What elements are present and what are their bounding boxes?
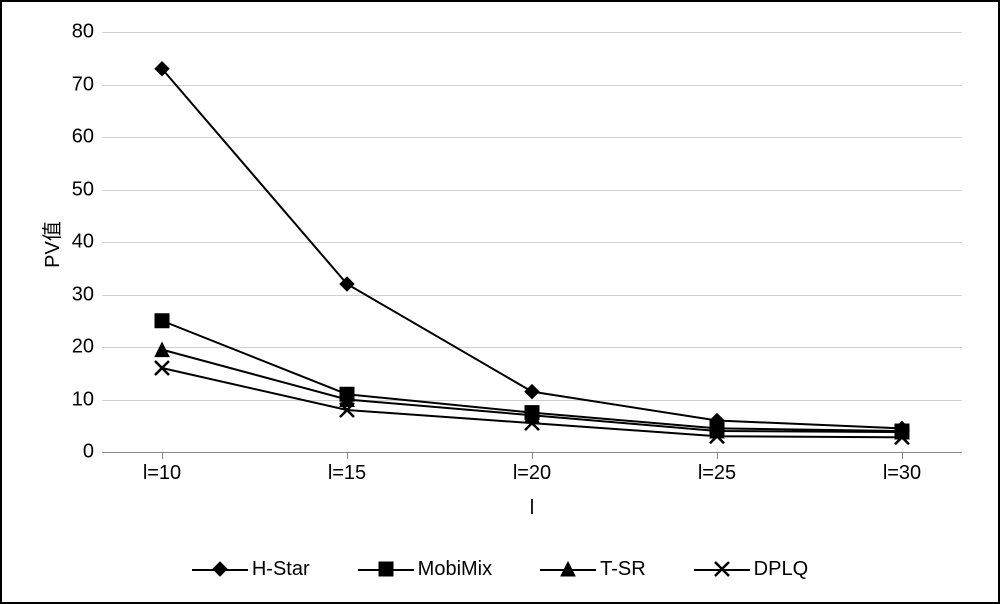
legend-item: DPLQ — [694, 557, 808, 581]
legend-label: DPLQ — [754, 558, 808, 581]
ytick-label: 70 — [72, 73, 102, 96]
ytick-label: 60 — [72, 126, 102, 149]
ytick-label: 40 — [72, 231, 102, 254]
legend-label: T-SR — [600, 558, 646, 581]
ytick-label: 20 — [72, 336, 102, 359]
legend-label: H-Star — [252, 558, 310, 581]
series-marker — [155, 361, 169, 375]
x-axis-label: l — [530, 497, 534, 520]
plot-area: 01020304050607080l=10l=15l=20l=25l=30 — [102, 32, 962, 452]
y-axis-label: PV值 — [36, 221, 65, 268]
legend-item: MobiMix — [358, 557, 492, 581]
series-marker — [155, 343, 169, 357]
legend-item: T-SR — [540, 557, 646, 581]
xtick-mark — [532, 452, 533, 459]
legend-swatch — [358, 557, 414, 581]
xtick-mark — [162, 452, 163, 459]
legend-swatch — [540, 557, 596, 581]
ytick-label: 50 — [72, 178, 102, 201]
legend-label: MobiMix — [418, 558, 492, 581]
series-svg — [102, 32, 962, 452]
xtick-mark — [347, 452, 348, 459]
series-line — [162, 368, 902, 437]
ytick-label: 0 — [83, 441, 102, 464]
legend-swatch — [694, 557, 750, 581]
series-marker — [155, 314, 169, 328]
legend-swatch — [192, 557, 248, 581]
series-line — [162, 69, 902, 429]
ytick-label: 10 — [72, 388, 102, 411]
ytick-label: 80 — [72, 21, 102, 44]
xtick-mark — [902, 452, 903, 459]
xtick-mark — [717, 452, 718, 459]
ytick-label: 30 — [72, 283, 102, 306]
legend-item: H-Star — [192, 557, 310, 581]
series-marker — [525, 385, 539, 399]
legend: H-Star MobiMix T-SR DPLQ — [2, 557, 998, 581]
chart-frame: 01020304050607080l=10l=15l=20l=25l=30 PV… — [0, 0, 1000, 604]
